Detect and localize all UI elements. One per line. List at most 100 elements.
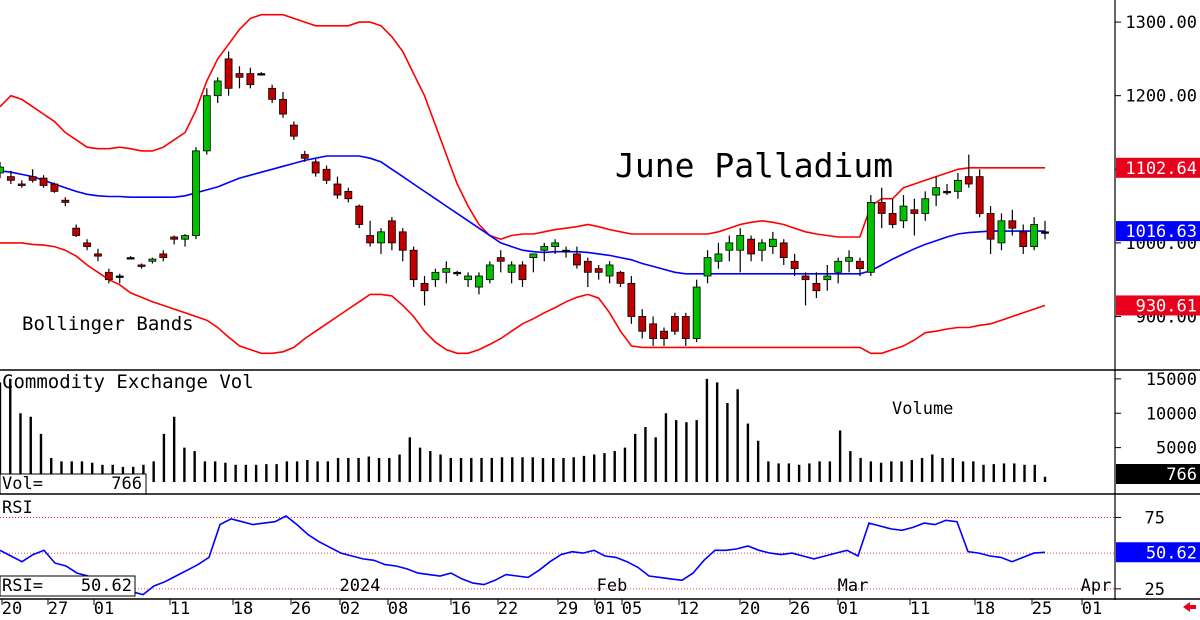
- candle-body: [638, 316, 647, 332]
- candle-body: [758, 242, 766, 251]
- rsi-line: [0, 515, 1046, 596]
- candle: [126, 256, 135, 260]
- candle-body: [823, 275, 832, 281]
- candle: [192, 147, 200, 240]
- rsi-y-tick-label: 75: [1145, 508, 1165, 528]
- candle: [159, 250, 168, 262]
- candle: [0, 161, 4, 179]
- candle: [453, 270, 462, 276]
- candle: [50, 182, 59, 193]
- candle-body: [975, 176, 984, 214]
- candle-body: [736, 235, 745, 251]
- candle: [213, 77, 222, 104]
- x-tick-label: 11: [910, 599, 930, 619]
- candle: [856, 257, 864, 276]
- candle: [703, 250, 712, 284]
- candle-body: [279, 98, 287, 115]
- candle: [790, 253, 799, 276]
- candle-body: [311, 161, 320, 174]
- candle-body: [1030, 224, 1039, 247]
- volume-y-tick-label: 5000: [1156, 439, 1197, 459]
- x-tick-label: 26: [790, 599, 810, 619]
- candle: [714, 242, 723, 269]
- candle: [518, 261, 527, 288]
- candle-body: [703, 257, 712, 277]
- candle: [409, 246, 418, 288]
- candle: [529, 253, 538, 273]
- candle-body: [714, 253, 723, 262]
- candle: [812, 272, 821, 299]
- candle-body: [964, 176, 973, 185]
- candle: [562, 246, 570, 258]
- candle-body: [366, 235, 375, 244]
- price-y-tick-label: 1300.00: [1125, 13, 1197, 33]
- candle: [986, 206, 995, 254]
- candle-body: [6, 176, 15, 181]
- candle-body: [420, 282, 429, 292]
- candle-body: [856, 260, 864, 270]
- candle: [464, 272, 472, 288]
- candle: [83, 239, 91, 251]
- candle-body: [17, 183, 26, 186]
- x-tick-label: 01: [94, 599, 114, 619]
- candle-body: [518, 264, 527, 281]
- bollinger-legend-label: Bollinger Bands: [22, 313, 194, 335]
- candle: [834, 257, 843, 284]
- candle-body: [779, 242, 788, 259]
- candle: [910, 198, 919, 236]
- candle: [899, 195, 908, 229]
- candle: [1030, 217, 1039, 251]
- candle: [431, 268, 440, 288]
- candle-body: [540, 246, 549, 251]
- volume-y-tick-label: 10000: [1146, 404, 1197, 424]
- candle: [866, 195, 875, 276]
- candle: [507, 261, 516, 284]
- x-tick-label: 26: [291, 599, 311, 619]
- candle-body: [986, 213, 995, 240]
- x-tick-label: 27: [48, 599, 68, 619]
- candle-body: [213, 80, 222, 97]
- rsi-panel-title: RSI: [2, 498, 33, 518]
- candle: [148, 257, 157, 264]
- x-tick-label: 08: [388, 599, 408, 619]
- candle: [61, 197, 70, 207]
- candle-body: [181, 235, 189, 240]
- candle: [605, 261, 614, 284]
- candle-body: [1041, 231, 1049, 234]
- candle: [300, 150, 309, 162]
- price-panel: June Palladium Bollinger Bands 1300.00 1200…: [0, 13, 1200, 355]
- candle: [954, 172, 962, 199]
- candle-body: [50, 183, 59, 192]
- rsi-y-tick-label: 25: [1145, 580, 1165, 600]
- candle: [888, 198, 897, 229]
- last-value-label-upper: 1102.64: [1125, 159, 1197, 179]
- candle: [877, 187, 886, 229]
- x-month-label: Feb: [597, 576, 628, 596]
- candle-body: [322, 168, 331, 181]
- last-value-box-upper: [1116, 157, 1200, 178]
- candle-body: [747, 238, 755, 255]
- candle-body: [398, 231, 407, 251]
- candle-body: [137, 264, 146, 267]
- last-value-box-lower: [1116, 295, 1200, 316]
- candle-body: [594, 268, 603, 273]
- candle: [616, 270, 625, 288]
- candle: [104, 268, 113, 284]
- candle-body: [485, 264, 494, 281]
- x-month-label: 2024: [340, 576, 381, 596]
- candle-body: [257, 73, 266, 76]
- arrow-left-icon[interactable]: [1183, 602, 1196, 612]
- candle: [540, 242, 549, 262]
- candle: [485, 261, 494, 284]
- candle-body: [159, 253, 168, 258]
- candle: [670, 312, 679, 335]
- candle: [39, 175, 48, 188]
- candle-body: [551, 242, 560, 247]
- candle-body: [431, 271, 440, 281]
- candle-body: [235, 73, 244, 78]
- candle: [975, 169, 984, 218]
- x-tick-label: 11: [170, 599, 190, 619]
- candle: [964, 154, 973, 188]
- candle-body: [801, 275, 810, 281]
- candle: [115, 273, 124, 284]
